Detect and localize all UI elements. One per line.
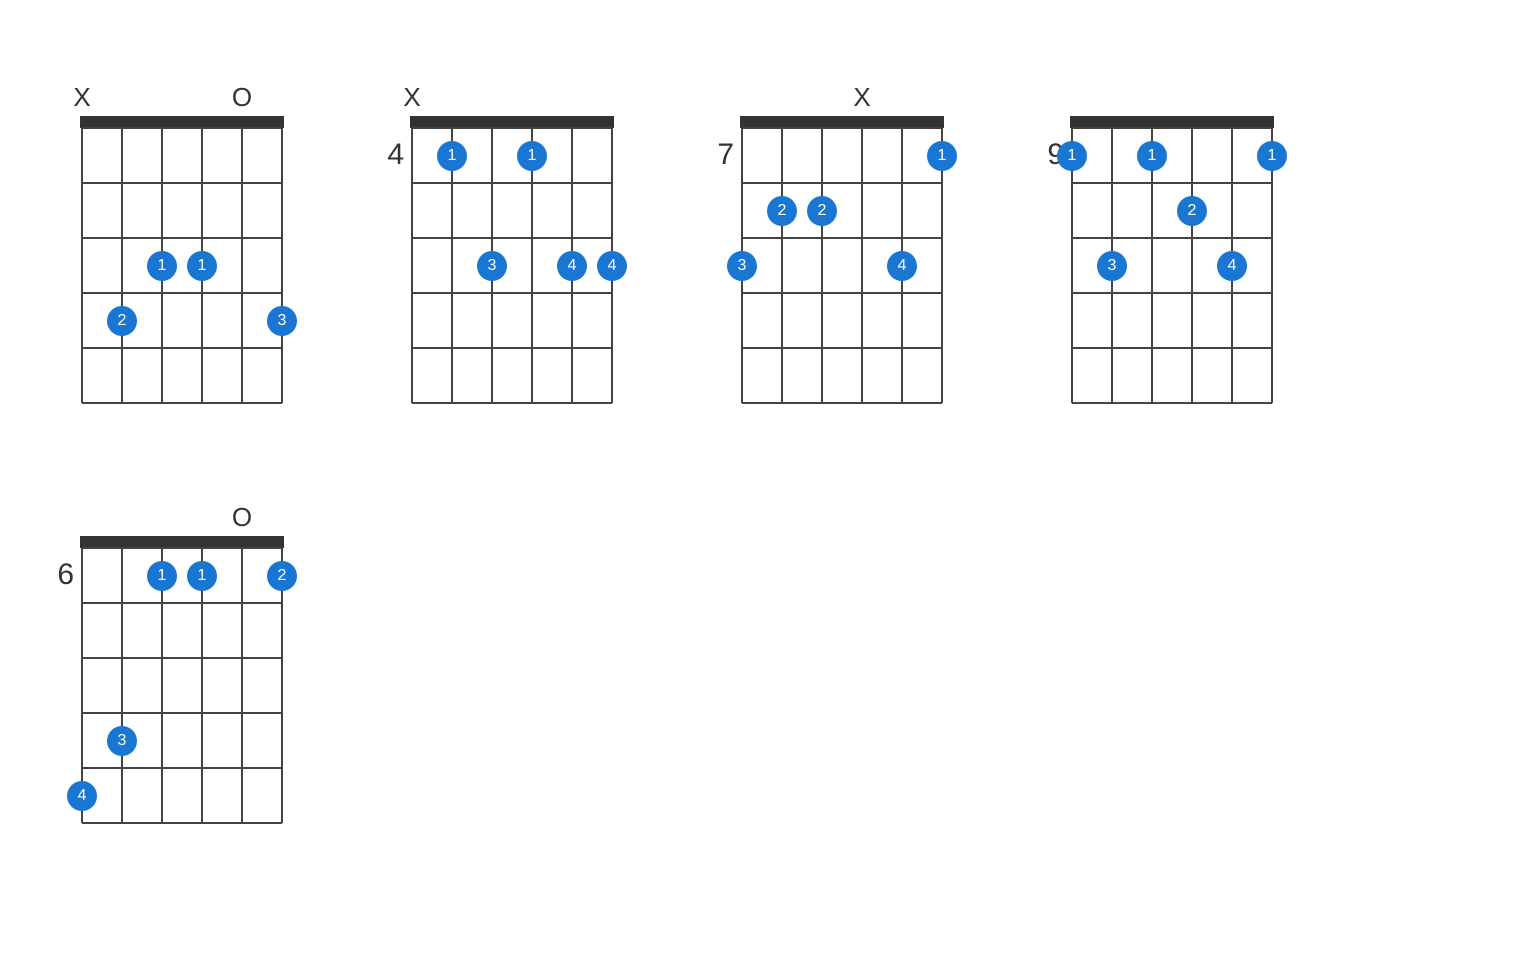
fret-number-label: 6 bbox=[34, 558, 74, 592]
finger-dot: 4 bbox=[597, 251, 627, 281]
chord-2: X411344 bbox=[392, 88, 672, 443]
finger-dot: 1 bbox=[437, 141, 467, 171]
finger-dot: 1 bbox=[927, 141, 957, 171]
finger-dot: 3 bbox=[267, 306, 297, 336]
finger-dot: 1 bbox=[1057, 141, 1087, 171]
finger-dot: 4 bbox=[67, 781, 97, 811]
mute-indicator: X bbox=[392, 82, 432, 113]
finger-dot: 4 bbox=[557, 251, 587, 281]
open-indicator: O bbox=[222, 502, 262, 533]
finger-dot: 3 bbox=[1097, 251, 1127, 281]
fret-number-label: 4 bbox=[364, 138, 404, 172]
chord-1: XO1123 bbox=[62, 88, 342, 443]
finger-dot: 2 bbox=[767, 196, 797, 226]
fretboard-grid bbox=[80, 126, 284, 405]
chord-4: 9111234 bbox=[1052, 88, 1332, 443]
finger-dot: 3 bbox=[477, 251, 507, 281]
chord-chart-page: XO1123X411344X7122349111234O611234 bbox=[0, 0, 1536, 960]
finger-dot: 4 bbox=[1217, 251, 1247, 281]
finger-dot: 1 bbox=[147, 561, 177, 591]
finger-dot: 4 bbox=[887, 251, 917, 281]
finger-dot: 2 bbox=[807, 196, 837, 226]
finger-dot: 1 bbox=[1137, 141, 1167, 171]
finger-dot: 3 bbox=[727, 251, 757, 281]
finger-dot: 2 bbox=[107, 306, 137, 336]
finger-dot: 3 bbox=[107, 726, 137, 756]
fretboard-grid bbox=[80, 546, 284, 825]
finger-dot: 1 bbox=[187, 561, 217, 591]
finger-dot: 1 bbox=[1257, 141, 1287, 171]
finger-dot: 2 bbox=[1177, 196, 1207, 226]
finger-dot: 2 bbox=[267, 561, 297, 591]
finger-dot: 1 bbox=[187, 251, 217, 281]
chord-3: X712234 bbox=[722, 88, 1002, 443]
finger-dot: 1 bbox=[517, 141, 547, 171]
chord-5: O611234 bbox=[62, 508, 342, 863]
open-indicator: O bbox=[222, 82, 262, 113]
fret-number-label: 7 bbox=[694, 138, 734, 172]
finger-dot: 1 bbox=[147, 251, 177, 281]
mute-indicator: X bbox=[842, 82, 882, 113]
mute-indicator: X bbox=[62, 82, 102, 113]
